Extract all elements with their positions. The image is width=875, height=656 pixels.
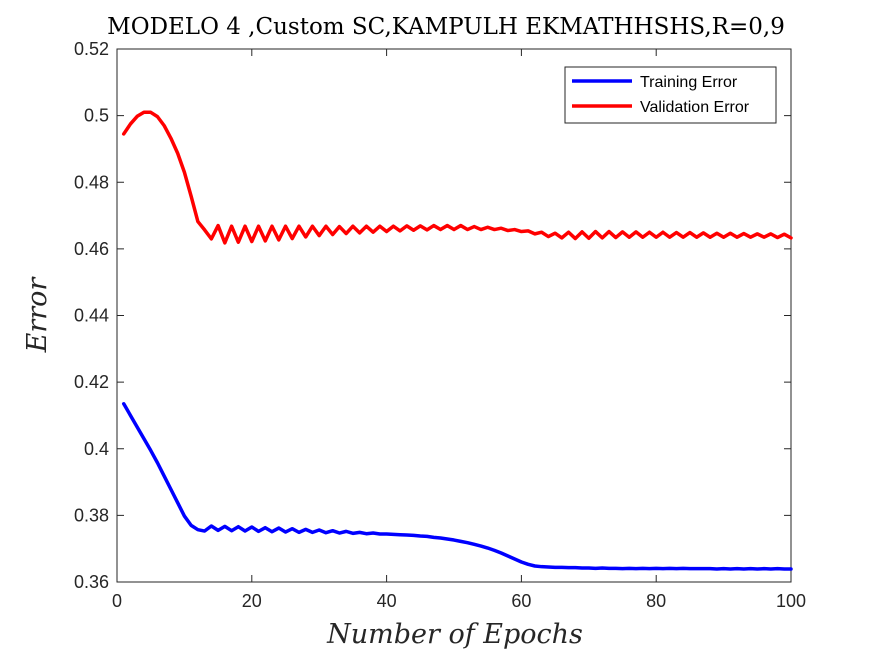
y-axis-label: Error <box>22 276 53 354</box>
y-tick-label: 0.36 <box>74 572 109 592</box>
x-axis-label: Number of Epochs <box>326 619 583 650</box>
axis-ticks: 0 20 40 60 80 100 0.36 0.38 0.4 0.42 0.44 0.46 0.48 0… <box>74 39 806 611</box>
legend: Training Error Validation Error <box>564 66 777 124</box>
x-tick-label: 80 <box>646 591 666 611</box>
x-tick-label: 100 <box>776 591 806 611</box>
series-line-validation-error <box>121 110 793 245</box>
y-tick-label: 0.44 <box>74 306 109 326</box>
y-tick-label: 0.52 <box>74 39 109 59</box>
y-tick-label: 0.46 <box>74 239 109 259</box>
chart-title: MODELO 4 ,Custom SC,KAMPULH EKMATHHSHS,R… <box>107 14 785 40</box>
legend-label-validation: Validation Error <box>640 99 750 116</box>
y-tick-label: 0.4 <box>84 439 109 459</box>
plot-area: 0 20 40 60 80 100 0.36 0.38 0.4 0.42 0.44 0.46 0.48 0… <box>74 39 806 611</box>
y-tick-label: 0.5 <box>84 106 109 126</box>
series-layer <box>121 110 793 571</box>
y-tick-label: 0.42 <box>74 372 109 392</box>
x-tick-label: 20 <box>242 591 262 611</box>
x-tick-label: 60 <box>511 591 531 611</box>
legend-label-training: Training Error <box>640 74 738 91</box>
x-tick-label: 40 <box>377 591 397 611</box>
legend-box <box>564 66 777 124</box>
axes-box <box>116 48 792 583</box>
x-tick-label: 0 <box>112 591 122 611</box>
y-tick-label: 0.38 <box>74 505 109 525</box>
y-tick-label: 0.48 <box>74 172 109 192</box>
series-line-training-error <box>121 402 793 571</box>
